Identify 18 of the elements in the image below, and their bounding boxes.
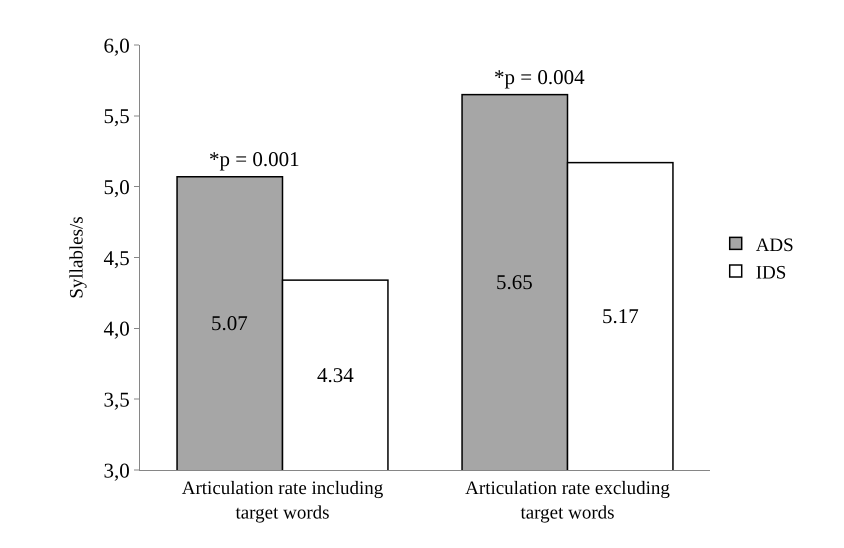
x-tick-label: Articulation rate including target words xyxy=(182,478,384,524)
y-tick-label: 5,5 xyxy=(104,104,130,128)
annotation: *p = 0.004 xyxy=(494,65,586,89)
data-label: 5.07 xyxy=(211,311,248,335)
x-tick-label: Articulation rate excluding target words xyxy=(465,478,670,524)
y-tick-label: 4,0 xyxy=(104,316,130,341)
legend-label: ADS xyxy=(756,234,794,256)
y-tick-label: 5,0 xyxy=(104,175,130,200)
data-label: 5.17 xyxy=(602,304,639,328)
data-label: 4.34 xyxy=(317,363,354,387)
y-axis-title: Syllables/s xyxy=(66,216,88,299)
data-label: 5.65 xyxy=(496,270,533,294)
y-tick-label: 4,5 xyxy=(104,246,130,270)
y-tick-label: 3,0 xyxy=(104,458,130,482)
y-tick-label: 6,0 xyxy=(104,33,130,58)
y-tick-label: 3,5 xyxy=(104,388,130,412)
annotation: *p = 0.001 xyxy=(209,147,300,171)
legend-label: IDS xyxy=(756,262,786,284)
